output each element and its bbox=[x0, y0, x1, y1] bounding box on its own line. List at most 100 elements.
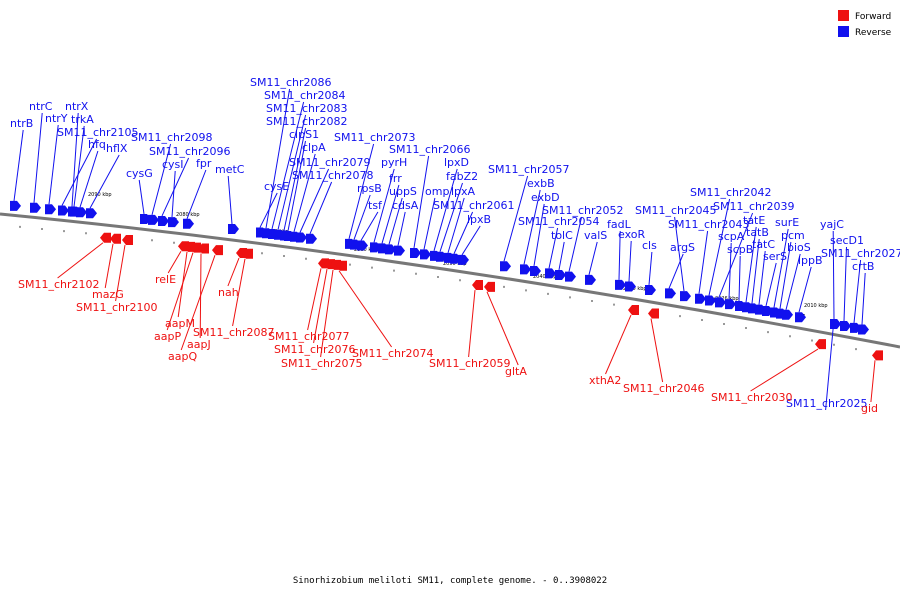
gene-label-vals: valS bbox=[584, 229, 607, 242]
gene-label-sm11-chr2052: SM11_chr2052 bbox=[542, 204, 624, 217]
gene-hfq bbox=[76, 207, 87, 218]
gene-label-frr: frr bbox=[389, 172, 402, 185]
gene-label-sm11-chr2066: SM11_chr2066 bbox=[389, 143, 471, 156]
gene-sm11-chr2046 bbox=[648, 308, 659, 319]
leader-line bbox=[588, 241, 598, 275]
leader-line bbox=[765, 262, 777, 307]
leader-line bbox=[605, 314, 632, 375]
tick-label: 2090 kbp bbox=[88, 192, 112, 198]
leader-line bbox=[171, 170, 176, 218]
gene-tolc bbox=[555, 269, 566, 280]
gene-ntrb bbox=[10, 200, 21, 211]
gene-label-sm11-chr2082: SM11_chr2082 bbox=[266, 115, 348, 128]
gene-label-exbd: exbD bbox=[531, 191, 560, 204]
gene-label-sm11-chr2074: SM11_chr2074 bbox=[352, 347, 434, 360]
gene-glta bbox=[484, 281, 495, 292]
leader-line bbox=[523, 189, 541, 265]
gene-label-cysg: cysG bbox=[126, 167, 153, 180]
gene-sm11-chr2039 bbox=[715, 297, 726, 308]
gene-lppb bbox=[795, 312, 806, 323]
gene-label-omp: omp bbox=[425, 185, 449, 198]
gene-sm11-chr2057 bbox=[500, 261, 511, 272]
tick-label: 2026 kbp bbox=[715, 296, 739, 302]
gene-gid bbox=[872, 350, 883, 361]
gene-metc bbox=[228, 224, 239, 235]
gene-label-sm11-chr2043: SM11_chr2043 bbox=[668, 218, 750, 231]
leader-line bbox=[227, 257, 240, 287]
leader-line bbox=[750, 348, 819, 392]
gene-label-hflx: hflX bbox=[106, 142, 128, 155]
gene-label-sm11-chr2054: SM11_chr2054 bbox=[518, 215, 600, 228]
gene-label-aapj: aapJ bbox=[187, 338, 211, 351]
legend-reverse-swatch bbox=[838, 26, 849, 37]
gene-label-fabz2: fabZ2 bbox=[446, 170, 478, 183]
gene-label-hfq: hfq bbox=[88, 138, 106, 151]
gene-label-sm11-chr2087: SM11_chr2087 bbox=[193, 326, 275, 339]
gene-label-glta: gltA bbox=[505, 365, 527, 378]
leader-line bbox=[283, 127, 307, 231]
gene-sm11-chr2030 bbox=[815, 339, 826, 350]
leader-line bbox=[360, 211, 379, 241]
gene-label-ntrx: ntrX bbox=[65, 100, 89, 113]
gene-label-trka: trkA bbox=[71, 113, 94, 126]
gene-sm11-chr2096 bbox=[158, 215, 169, 226]
gene-label-upps: uppS bbox=[389, 185, 417, 198]
gene-label-sm11-chr2102: SM11_chr2102 bbox=[18, 278, 100, 291]
leader-line bbox=[853, 259, 862, 323]
gene-label-lpxb: lpxB bbox=[467, 213, 491, 226]
gene-omp bbox=[420, 249, 431, 260]
leader-line bbox=[745, 226, 757, 303]
leader-line bbox=[161, 157, 190, 217]
gene-label-ntry: ntrY bbox=[45, 112, 68, 125]
gene-tsf bbox=[357, 240, 368, 251]
leader-line bbox=[533, 203, 545, 267]
leader-line bbox=[307, 268, 322, 331]
gene-label-sm11-chr2105: SM11_chr2105 bbox=[57, 126, 139, 139]
gene-label-mazg: mazG bbox=[92, 288, 124, 301]
gene-label-cls: cls bbox=[642, 239, 657, 252]
leader-line bbox=[373, 168, 395, 243]
leader-line bbox=[785, 253, 801, 310]
gene-label-sm11-chr2086: SM11_chr2086 bbox=[250, 76, 332, 89]
gene-label-fadl: fadL bbox=[607, 218, 632, 231]
leader-line bbox=[48, 124, 59, 205]
leader-line bbox=[708, 198, 731, 296]
leader-line bbox=[558, 241, 565, 271]
genome-backbone bbox=[0, 212, 900, 349]
leader-line bbox=[57, 242, 104, 279]
gene-label-aapq: aapQ bbox=[168, 350, 197, 363]
leader-line bbox=[433, 168, 458, 251]
gene-label-sm11-chr2073: SM11_chr2073 bbox=[334, 131, 416, 144]
gene-label-xtha2: xthA2 bbox=[589, 374, 621, 387]
map-caption: Sinorhizobium meliloti SM11, complete ge… bbox=[292, 576, 608, 586]
leader-line bbox=[825, 318, 835, 411]
legend: Forward Reverse bbox=[838, 10, 892, 38]
tick-label: 2060 kbp bbox=[354, 247, 378, 253]
leader-line bbox=[650, 318, 664, 383]
leader-line-layer bbox=[13, 88, 876, 411]
gene-label-sm11-chr2098: SM11_chr2098 bbox=[131, 131, 213, 144]
gene-label-sm11-chr2076: SM11_chr2076 bbox=[274, 343, 356, 356]
gene-label-sm11-chr2059: SM11_chr2059 bbox=[429, 357, 511, 370]
gene-bios bbox=[782, 309, 793, 320]
gene-crtb bbox=[858, 324, 869, 335]
gene-label-sm11-chr2027: SM11_chr2027 bbox=[821, 247, 900, 260]
gene-label-sers: serS bbox=[763, 250, 787, 263]
gene-aapj bbox=[198, 243, 209, 254]
leader-line bbox=[232, 258, 246, 327]
gene-label-exor: exoR bbox=[618, 228, 645, 241]
gene-label-sm11-chr2045: SM11_chr2045 bbox=[635, 204, 717, 217]
gene-label-crtb: crtB bbox=[852, 260, 874, 273]
leader-line bbox=[568, 216, 583, 272]
gene-secd1 bbox=[840, 320, 851, 331]
leader-line bbox=[287, 140, 306, 232]
gene-label-sm11-chr2078: SM11_chr2078 bbox=[292, 169, 374, 182]
gene-label-args: argS bbox=[670, 241, 695, 254]
leader-line bbox=[79, 150, 99, 208]
gene-label-sm11-chr2042: SM11_chr2042 bbox=[690, 186, 772, 199]
gene-sm11-chr2042 bbox=[705, 295, 716, 306]
leader-line bbox=[320, 269, 334, 358]
gene-label-lpxd: lpxD bbox=[444, 156, 469, 169]
gene-sm11-chr2074 bbox=[336, 260, 347, 271]
